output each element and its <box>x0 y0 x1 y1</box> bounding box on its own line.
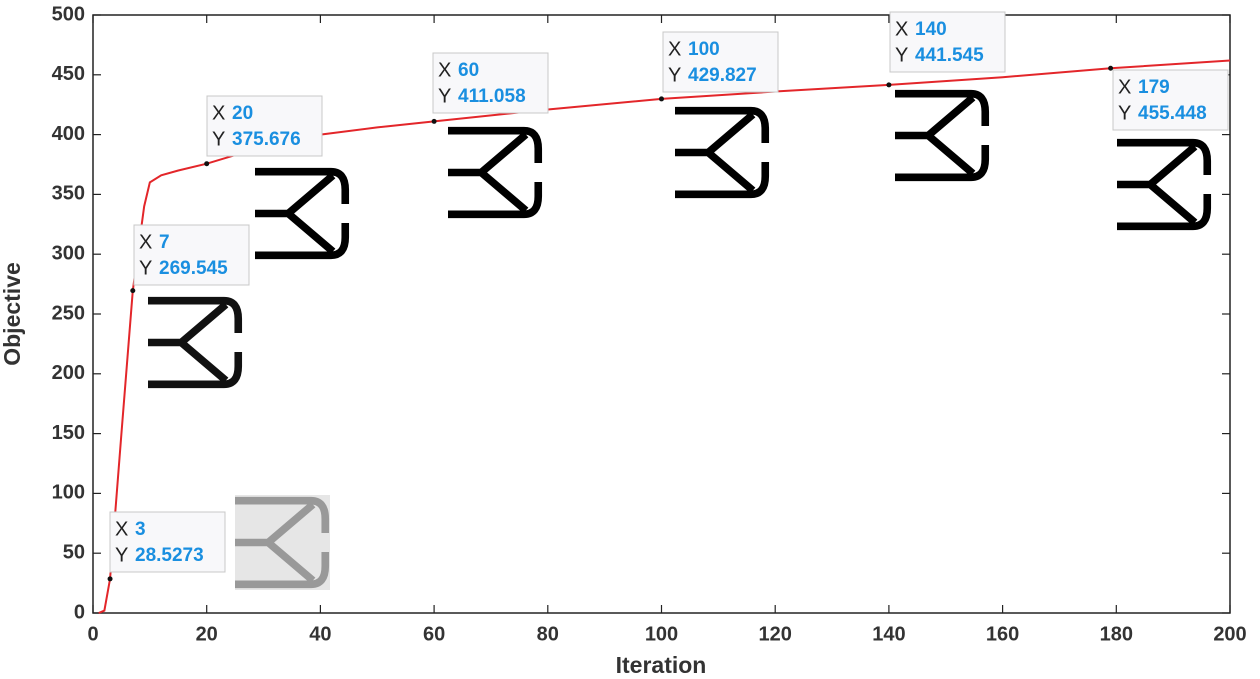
x-tick-label: 120 <box>759 623 792 645</box>
datatip-x-value: 100 <box>688 39 720 60</box>
datatip-x-key: X <box>438 59 451 81</box>
x-tick-label: 140 <box>872 623 905 645</box>
datatip-y-key: Y <box>115 544 128 566</box>
datatip-box <box>1112 69 1229 131</box>
topology-image <box>448 131 538 215</box>
datatip-box <box>133 224 250 286</box>
datatip-y-value: 411.058 <box>458 86 526 107</box>
x-tick-label: 20 <box>196 623 218 645</box>
topology-image <box>148 301 238 385</box>
datatip-y-value: 28.5273 <box>135 545 204 566</box>
datatip-box <box>206 95 323 157</box>
datatip-box <box>662 31 779 93</box>
datatip-box <box>109 511 226 573</box>
x-tick-label: 60 <box>423 623 445 645</box>
datatip-x-key: X <box>115 518 128 540</box>
datatip-y-key: Y <box>895 44 908 66</box>
datatip-x-value: 20 <box>232 103 253 124</box>
topology-image <box>255 172 345 256</box>
datatip-point <box>659 96 664 102</box>
y-tick-label: 300 <box>52 242 85 264</box>
x-tick-label: 80 <box>537 623 559 645</box>
y-tick-label: 200 <box>52 362 85 384</box>
datatip-y-key: Y <box>1118 102 1131 124</box>
datatip-point <box>107 576 113 582</box>
y-tick-label: 150 <box>52 422 85 444</box>
datatip-box <box>889 11 1006 73</box>
datatip-point <box>1108 65 1114 71</box>
y-tick-label: 500 <box>52 3 85 25</box>
x-tick-label: 160 <box>986 623 1019 645</box>
x-axis-label: Iteration <box>616 652 707 678</box>
y-tick-label: 400 <box>52 123 85 145</box>
x-tick-label: 200 <box>1213 623 1246 645</box>
y-tick-label: 100 <box>52 482 85 504</box>
x-tick-label: 0 <box>87 623 98 645</box>
datatip-y-value: 441.545 <box>915 45 984 66</box>
x-tick-label: 100 <box>645 623 678 645</box>
datatip-x-value: 60 <box>458 60 479 81</box>
datatip-y-key: Y <box>668 64 681 86</box>
datatip-y-value: 429.827 <box>688 65 757 86</box>
datatip-x-key: X <box>139 231 152 253</box>
datatip-point <box>431 118 437 124</box>
datatip-x-value: 7 <box>159 232 170 253</box>
x-tick-label: 180 <box>1100 623 1133 645</box>
datatip-point <box>130 288 136 294</box>
topology-image <box>675 111 765 195</box>
datatip-point <box>204 161 210 167</box>
y-tick-label: 450 <box>52 63 85 85</box>
datatip-y-value: 375.676 <box>232 129 301 150</box>
datatip-x-key: X <box>1118 76 1131 98</box>
y-tick-label: 0 <box>74 601 85 623</box>
datatip-y-key: Y <box>212 128 225 150</box>
topology-image <box>895 94 985 178</box>
datatip-x-key: X <box>895 18 908 40</box>
y-tick-label: 350 <box>52 183 85 205</box>
topology-image <box>1117 143 1207 227</box>
y-tick-label: 250 <box>52 302 85 324</box>
y-tick-label: 50 <box>63 541 85 563</box>
datatip-y-value: 455.448 <box>1138 103 1207 124</box>
datatip-x-key: X <box>668 38 681 60</box>
datatip-x-value: 179 <box>1138 77 1170 98</box>
datatip-x-value: 3 <box>135 519 146 540</box>
datatip-x-key: X <box>212 102 225 124</box>
x-tick-label: 40 <box>309 623 331 645</box>
datatip-y-value: 269.545 <box>159 258 228 279</box>
datatip-y-key: Y <box>139 257 152 279</box>
y-axis-label: Objective <box>0 262 25 366</box>
datatip-point <box>886 82 892 88</box>
datatip-box <box>432 52 549 114</box>
topology-images <box>148 94 1207 590</box>
datatip-x-value: 140 <box>915 19 947 40</box>
datatip-y-key: Y <box>438 85 451 107</box>
